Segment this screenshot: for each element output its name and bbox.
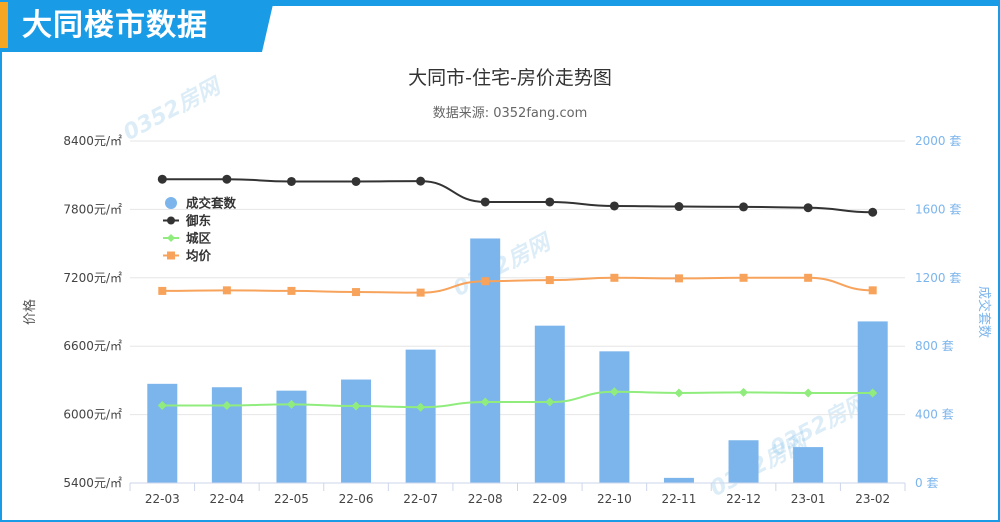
marker-均价-22-12 <box>739 273 748 282</box>
marker-城区-22-04 <box>222 400 232 410</box>
grid-layer <box>130 140 905 416</box>
marker-御东-22-05 <box>286 176 296 186</box>
marker-御东-22-08 <box>480 197 490 207</box>
marker-城区-22-09 <box>545 397 555 407</box>
legend-label-均价: 均价 <box>186 248 212 263</box>
marker-御东-22-04 <box>222 174 232 184</box>
y-tick-label-left: 7800元/㎡ <box>63 202 122 216</box>
header-tab-corner <box>262 0 274 52</box>
marker-均价-22-09 <box>545 276 554 285</box>
bar-23-02 <box>857 321 888 483</box>
bar-22-03 <box>147 383 178 483</box>
marker-御东-22-06 <box>351 176 361 186</box>
y-tick-label-left: 7200元/㎡ <box>63 271 122 285</box>
marker-城区-23-01 <box>803 388 813 398</box>
y-tick-label-right: 2000 套 <box>915 134 961 148</box>
y-tick-label-right: 1600 套 <box>915 202 961 216</box>
marker-均价-23-01 <box>804 273 813 282</box>
marker-御东-23-02 <box>868 207 878 217</box>
y-tick-label-right: 0 套 <box>915 476 938 490</box>
x-tick-label: 22-06 <box>339 492 374 506</box>
x-tick-label: 22-04 <box>209 492 244 506</box>
bar-22-07 <box>405 349 436 483</box>
bar-22-10 <box>599 351 630 483</box>
x-tick-label: 23-01 <box>791 492 826 506</box>
x-tick-label: 22-03 <box>145 492 180 506</box>
y-tick-label-left: 6000元/㎡ <box>63 408 122 422</box>
x-tick-label: 22-08 <box>468 492 503 506</box>
series-line-均价 <box>162 276 873 294</box>
x-tick-label: 22-07 <box>403 492 438 506</box>
marker-均价-22-03 <box>158 286 167 295</box>
marker-均价-22-10 <box>610 273 619 282</box>
chart-subtitle: 数据来源: 0352fang.com <box>433 106 588 121</box>
series-line-城区 <box>162 390 873 409</box>
legend-symbol-成交套数 <box>165 197 177 209</box>
marker-御东-22-11 <box>674 202 684 212</box>
bar-22-08 <box>470 238 501 483</box>
marker-城区-22-05 <box>286 399 296 409</box>
marker-均价-22-05 <box>287 286 296 295</box>
axis-layer: 5400元/㎡ 0 套 6000元/㎡ 400 套 6600元/㎡ 800 套 7200元/… <box>63 134 961 506</box>
marker-均价-22-08 <box>481 277 490 286</box>
x-tick-label: 22-09 <box>532 492 567 506</box>
x-tick-label: 22-11 <box>662 492 697 506</box>
y-tick-label-right: 1200 套 <box>915 271 961 285</box>
marker-御东-22-07 <box>416 176 426 186</box>
marker-均价-22-07 <box>416 288 425 297</box>
y-tick-label-left: 8400元/㎡ <box>63 134 122 148</box>
marker-城区-22-10 <box>609 387 619 397</box>
legend-symbol-御东 <box>167 216 175 225</box>
marker-御东-22-09 <box>545 197 555 207</box>
bar-22-11 <box>663 477 694 483</box>
marker-御东-22-12 <box>739 202 749 212</box>
legend-label-成交套数: 成交套数 <box>186 196 237 211</box>
marker-均价-23-02 <box>868 286 877 295</box>
legend-symbol-均价 <box>167 251 175 260</box>
x-tick-label: 22-05 <box>274 492 309 506</box>
marker-御东-23-01 <box>803 203 813 213</box>
x-tick-label: 22-12 <box>726 492 761 506</box>
marker-城区-22-12 <box>739 387 749 397</box>
marker-均价-22-04 <box>222 286 231 295</box>
y-tick-label-right: 800 套 <box>915 339 954 353</box>
bar-23-01 <box>793 447 824 483</box>
bar-22-06 <box>341 379 372 483</box>
y-tick-label-right: 400 套 <box>915 408 954 422</box>
header-accent <box>0 2 8 48</box>
header-tab <box>0 0 262 52</box>
marker-均价-22-06 <box>352 288 361 297</box>
series-line-御东 <box>162 178 873 214</box>
page-title: 大同楼市数据 <box>22 8 208 43</box>
x-tick-label: 23-02 <box>855 492 890 506</box>
y-axis-label-left: 价格 <box>22 299 38 325</box>
chart-title: 大同市-住宅-房价走势图 <box>408 67 612 89</box>
marker-均价-22-11 <box>674 274 683 283</box>
x-tick-label: 22-10 <box>597 492 632 506</box>
bar-layer <box>147 238 888 483</box>
marker-城区-22-06 <box>351 401 361 411</box>
bar-22-12 <box>728 440 759 483</box>
y-axis-label-right: 成交套数 <box>976 286 992 338</box>
legend-label-御东: 御东 <box>185 213 212 228</box>
marker-城区-22-07 <box>416 402 426 412</box>
marker-城区-22-03 <box>157 400 167 410</box>
y-tick-label-left: 5400元/㎡ <box>63 476 122 490</box>
marker-御东-22-03 <box>157 174 167 184</box>
marker-城区-22-08 <box>480 397 490 407</box>
marker-城区-22-11 <box>674 388 684 398</box>
y-tick-label-left: 6600元/㎡ <box>63 339 122 353</box>
marker-御东-22-10 <box>609 201 619 211</box>
marker-城区-23-02 <box>868 388 878 398</box>
legend-label-城区: 城区 <box>186 231 212 246</box>
legend-symbol-城区 <box>167 234 175 242</box>
line-layer <box>157 174 878 412</box>
